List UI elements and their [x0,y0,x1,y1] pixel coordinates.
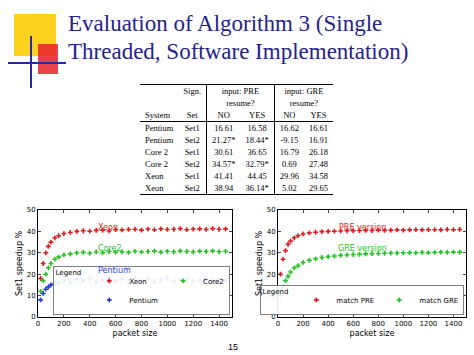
svg-text:match PRE: match PRE [336,297,374,305]
html-text:System: System [145,110,170,120]
html-text:36.65: 36.65 [247,147,267,157]
html-text:input: PRE: input: PRE [221,86,260,96]
svg-text:600: 600 [347,320,360,328]
svg-text:30: 30 [27,249,36,257]
html-text:resume?: resume? [226,98,255,108]
svg-text:50: 50 [27,206,36,214]
html-text:16.61: 16.61 [214,123,234,133]
svg-text:packet size: packet size [113,329,158,338]
svg-text:1400: 1400 [445,320,463,328]
svg-text:1000: 1000 [158,320,176,328]
svg-text:Core2: Core2 [203,278,224,286]
html-text:16.58: 16.58 [247,123,267,133]
html-text:41.41: 41.41 [214,171,234,181]
svg-text:0: 0 [276,320,280,328]
svg-text:20: 20 [267,271,276,279]
svg-text:1000: 1000 [394,320,412,328]
html-text:Xeon: Xeon [145,183,164,193]
svg-text:10: 10 [27,292,36,300]
html-text:Sign.: Sign. [183,86,202,96]
svg-text:Xeon: Xeon [98,223,118,232]
svg-text:400: 400 [321,320,334,328]
svg-text:Set1 speedup %: Set1 speedup % [255,230,264,296]
html-text:16.62: 16.62 [279,123,299,133]
svg-text:30: 30 [267,249,276,257]
svg-text:Legend: Legend [56,269,82,277]
html-text:29.96: 29.96 [279,171,299,181]
html-text:Xeon: Xeon [145,171,164,181]
svg-text:40: 40 [27,228,36,236]
html-text:Set1: Set1 [184,123,200,133]
html-text:YES: YES [310,110,327,120]
html-text:34.57*: 34.57* [212,159,236,169]
html-text:resume?: resume? [289,98,319,108]
html-text:input: GRE: input: GRE [284,86,324,96]
html-text:30.61: 30.61 [214,147,234,157]
svg-text:match GRE: match GRE [419,297,458,305]
svg-text:200: 200 [296,320,309,328]
svg-text:200: 200 [57,320,70,328]
html-text:26.18: 26.18 [308,147,329,157]
svg-text:800: 800 [135,320,148,328]
svg-text:packet size: packet size [350,329,395,338]
svg-text:Legend: Legend [263,288,289,296]
html-text:38.94: 38.94 [214,183,234,193]
html-text:NO: NO [217,110,230,120]
svg-text:40: 40 [267,228,276,236]
html-text:27.48: 27.48 [308,159,329,169]
html-text:Set2: Set2 [184,159,200,169]
html-text:36.14*: 36.14* [245,183,269,193]
html-text:15: 15 [228,342,238,352]
html-text:16.61: 16.61 [308,123,329,133]
html-text:16.79: 16.79 [279,147,299,157]
svg-text:Pentium: Pentium [129,297,158,305]
html-text:Core 2: Core 2 [145,147,168,157]
html-text:21.27*: 21.27* [212,135,236,145]
html-text:Core 2: Core 2 [145,159,168,169]
html-text:Pentium: Pentium [145,135,174,145]
svg-text:PRE version: PRE version [339,223,386,232]
html-text:Set1: Set1 [184,147,200,157]
html-text:44.45: 44.45 [247,171,267,181]
html-text:34.58: 34.58 [308,171,329,181]
html-text:16.91: 16.91 [308,135,329,145]
svg-text:1200: 1200 [419,320,437,328]
html-text:0.69: 0.69 [281,159,297,169]
html-text:Set2: Set2 [184,135,200,145]
html-text:Pentium: Pentium [145,123,174,133]
html-text:Evaluation of Algorithm 3 (Sin: Evaluation of Algorithm 3 (Single Thread… [68,11,409,64]
svg-text:50: 50 [267,206,276,214]
svg-text:0: 0 [31,313,35,321]
html-text:NO: NO [283,110,296,120]
svg-text:Set1 speedup %: Set1 speedup % [15,230,24,296]
svg-text:1200: 1200 [184,320,202,328]
html-text:32.79*: 32.79* [245,159,269,169]
html-text:18.44*: 18.44* [245,135,269,145]
svg-text:Core2: Core2 [98,244,122,253]
svg-text:Pentium: Pentium [98,266,131,275]
svg-text:600: 600 [109,320,122,328]
svg-text:800: 800 [372,320,385,328]
html-text:YES: YES [249,110,266,120]
svg-text:400: 400 [83,320,96,328]
html-text:Set: Set [186,110,198,120]
html-text:Set2: Set2 [184,183,200,193]
html-text:5.02: 5.02 [281,183,297,193]
html-text:-9.15: -9.15 [280,135,299,145]
svg-text:1400: 1400 [210,320,228,328]
html-text:29.65: 29.65 [308,183,329,193]
svg-text:0: 0 [271,313,276,322]
svg-text:GRE version: GRE version [338,244,387,253]
svg-text:0: 0 [36,320,40,328]
html-text:Set1: Set1 [184,171,200,181]
svg-text:Xeon: Xeon [129,278,147,286]
svg-text:20: 20 [27,271,36,279]
